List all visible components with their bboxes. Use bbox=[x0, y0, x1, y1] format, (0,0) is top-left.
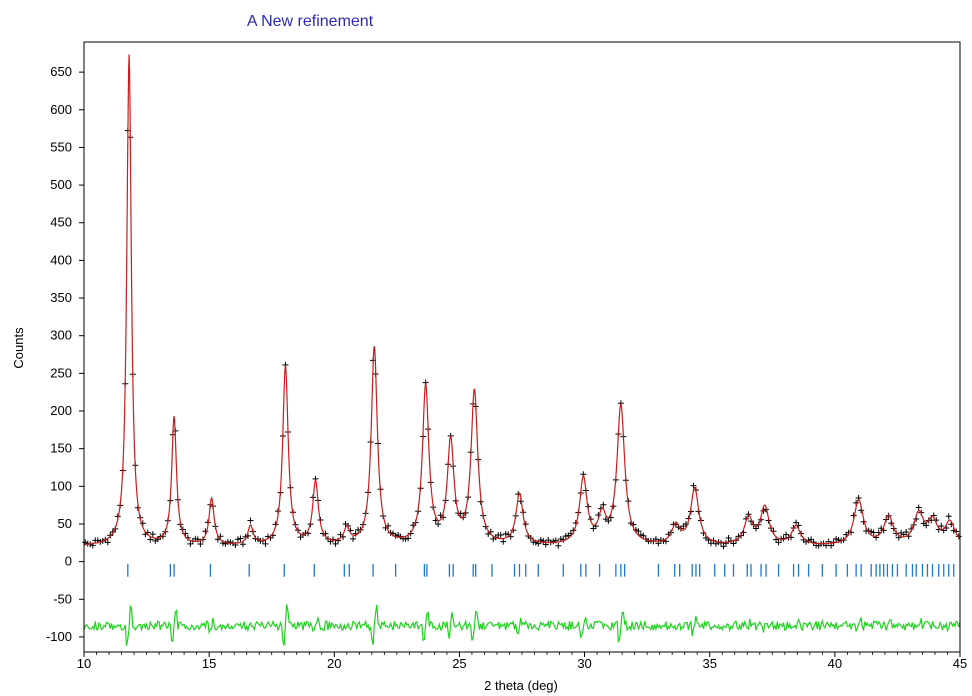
x-axis-label: 2 theta (deg) bbox=[484, 678, 558, 693]
observed-point bbox=[690, 482, 697, 489]
y-axis-label: Counts bbox=[11, 327, 26, 369]
observed-point bbox=[745, 511, 752, 518]
observed-point bbox=[407, 530, 414, 537]
x-tick-label: 10 bbox=[77, 656, 91, 671]
observed-point bbox=[237, 535, 244, 542]
y-tick-label: 50 bbox=[58, 516, 72, 531]
observed-point bbox=[500, 538, 507, 545]
observed-point bbox=[555, 542, 562, 549]
observed-point bbox=[262, 540, 269, 547]
observed-point bbox=[234, 536, 241, 543]
observed-point bbox=[868, 528, 875, 535]
y-tick-label: 600 bbox=[50, 102, 72, 117]
observed-point bbox=[915, 504, 922, 511]
observed-point bbox=[154, 536, 161, 543]
observed-point bbox=[149, 531, 156, 538]
y-tick-label: 500 bbox=[50, 177, 72, 192]
observed-point bbox=[350, 535, 357, 542]
observed-point bbox=[635, 528, 642, 535]
y-tick-label: 100 bbox=[50, 478, 72, 493]
observed-point bbox=[247, 517, 254, 524]
y-tick-label: -100 bbox=[46, 629, 72, 644]
observed-point bbox=[187, 540, 194, 547]
y-tick-label: 300 bbox=[50, 328, 72, 343]
y-tick-label: 400 bbox=[50, 252, 72, 267]
difference-curve-layer bbox=[83, 604, 961, 646]
calculated-curve bbox=[83, 54, 961, 546]
observed-point bbox=[833, 535, 840, 542]
difference-curve bbox=[83, 604, 961, 646]
observed-point bbox=[600, 501, 607, 508]
observed-point bbox=[775, 539, 782, 546]
observed-point bbox=[722, 540, 729, 547]
observed-point bbox=[923, 522, 930, 529]
y-tick-label: 250 bbox=[50, 365, 72, 380]
observed-point bbox=[903, 529, 910, 536]
axes: 10 15 20 25 30 35 40 45 -100 -50 0 50 100 150 200 250 30… bbox=[46, 41, 967, 671]
y-tick-label: 350 bbox=[50, 290, 72, 305]
observed-point bbox=[435, 521, 442, 528]
observed-point bbox=[873, 534, 880, 541]
observed-point bbox=[717, 539, 724, 546]
x-tick-label: 45 bbox=[953, 656, 967, 671]
y-tick-label: 200 bbox=[50, 403, 72, 418]
x-tick-label: 35 bbox=[702, 656, 716, 671]
observed-point bbox=[773, 536, 780, 543]
y-tick-label: 650 bbox=[50, 64, 72, 79]
x-tick-label: 25 bbox=[452, 656, 466, 671]
observed-point bbox=[497, 531, 504, 538]
observed-point bbox=[335, 537, 342, 544]
observed-point bbox=[332, 540, 339, 547]
observed-point bbox=[139, 520, 146, 527]
chart-title: A New refinement bbox=[247, 13, 374, 30]
x-tick-label: 15 bbox=[202, 656, 216, 671]
observed-point bbox=[147, 536, 154, 543]
observed-point bbox=[640, 532, 647, 539]
y-tick-label: 450 bbox=[50, 215, 72, 230]
observed-point bbox=[783, 531, 790, 538]
observed-point bbox=[562, 533, 569, 540]
y-tick-label: 0 bbox=[65, 554, 72, 569]
observed-point bbox=[793, 519, 800, 526]
observed-point bbox=[938, 523, 945, 530]
observed-point bbox=[202, 528, 209, 535]
observed-point bbox=[808, 536, 815, 543]
observed-point bbox=[945, 513, 952, 520]
observed-point bbox=[104, 539, 111, 546]
x-tick-label: 40 bbox=[828, 656, 842, 671]
observed-point bbox=[720, 543, 727, 550]
observed-point bbox=[197, 541, 204, 548]
observed-point bbox=[550, 538, 557, 545]
observed-point bbox=[725, 535, 732, 542]
observed-point bbox=[540, 537, 547, 544]
y-tick-label: 150 bbox=[50, 441, 72, 456]
y-tick-label: 550 bbox=[50, 139, 72, 154]
observed-point bbox=[405, 535, 412, 542]
observed-points-layer bbox=[82, 127, 962, 550]
calculated-curve-layer bbox=[83, 54, 961, 546]
plot-frame bbox=[83, 41, 961, 653]
reflection-markers-layer bbox=[127, 563, 955, 577]
observed-point bbox=[605, 517, 612, 524]
observed-point bbox=[707, 540, 714, 547]
observed-point bbox=[239, 541, 246, 548]
x-tick-label: 30 bbox=[577, 656, 591, 671]
observed-point bbox=[870, 529, 877, 536]
y-tick-label: -50 bbox=[53, 591, 72, 606]
x-tick-label: 20 bbox=[327, 656, 341, 671]
